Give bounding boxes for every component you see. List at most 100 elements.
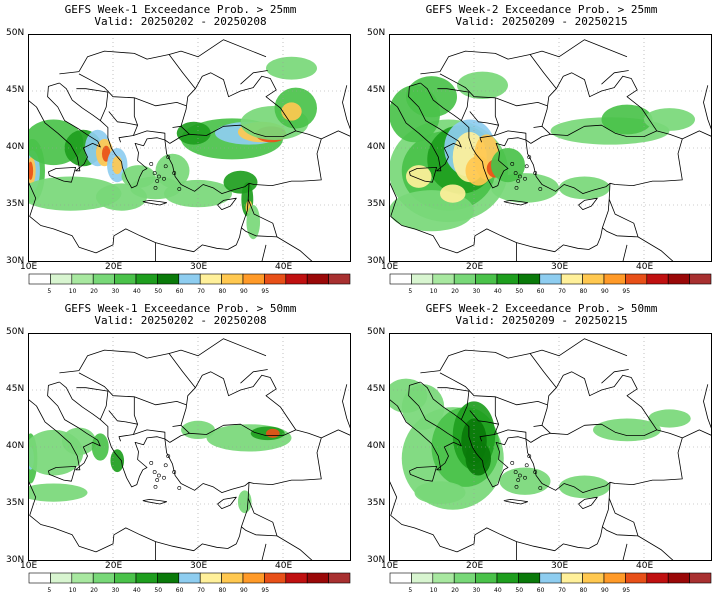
coastline-border (108, 410, 138, 442)
colorbar-swatch (242, 572, 265, 584)
colorbar-label: 80 (579, 587, 588, 594)
colorbar-swatch (71, 273, 94, 285)
lat-label: 50N (6, 327, 25, 337)
coastline-border (622, 244, 628, 262)
coastline-border (409, 166, 437, 183)
colorbar-swatch (539, 572, 562, 584)
colorbar-label: 90 (601, 587, 609, 594)
coastline-border (439, 372, 548, 406)
probability-shading (246, 205, 261, 240)
coastline-border (59, 82, 166, 189)
colorbar-swatch (135, 572, 158, 584)
colorbar-label: 60 (536, 587, 545, 594)
probability-shading (491, 148, 525, 183)
map-plot (28, 34, 351, 262)
colorbar-swatch (178, 572, 201, 584)
colorbar-swatch (178, 273, 201, 285)
probability-shading (176, 121, 211, 145)
island-outline (524, 164, 529, 169)
probability-shading (121, 165, 156, 188)
colorbar-label: 40 (494, 587, 502, 594)
colorbar (28, 273, 351, 285)
colorbar-swatch (539, 273, 562, 285)
colorbar-swatch (496, 572, 519, 584)
colorbar-swatch (306, 273, 329, 285)
colorbar-label: 60 (536, 288, 545, 295)
colorbar-label: 40 (494, 288, 502, 295)
colorbar-swatch (667, 572, 690, 584)
coastline-border (494, 396, 499, 425)
lon-label: 10E (20, 561, 38, 571)
colorbar-swatch (453, 572, 476, 584)
colorbar-label: 10 (429, 288, 438, 295)
colorbar-label: 20 (451, 587, 459, 594)
lon-label: 40E (275, 561, 293, 571)
coastline-border (133, 396, 138, 425)
island-outline (527, 155, 532, 160)
colorbar-swatch (646, 572, 669, 584)
coastline-border (516, 438, 611, 552)
coastline-border (276, 236, 314, 262)
coastline-border (503, 199, 529, 206)
probability-shading (266, 428, 280, 438)
panel-valid-dates: Valid: 20250202 - 20250208 (94, 314, 267, 327)
lat-label: 40N (6, 441, 25, 451)
coastline-border (248, 130, 322, 187)
island-outline (162, 475, 166, 480)
coastline-border (180, 371, 297, 434)
probability-shading (62, 427, 96, 455)
probability-shading (223, 170, 258, 194)
colorbar-swatch (582, 572, 605, 584)
lat-label: 30N (6, 256, 25, 266)
probability-shading (389, 378, 428, 413)
colorbar-swatch (28, 273, 51, 285)
colorbar-swatch (625, 273, 648, 285)
colorbar (389, 572, 712, 584)
coastline-border (28, 479, 156, 553)
island-outline (513, 171, 518, 175)
colorbar-swatch (453, 273, 476, 285)
colorbar (389, 273, 712, 285)
colorbar-swatch (157, 273, 180, 285)
coastline-border (469, 410, 499, 442)
coastline-border (578, 197, 598, 211)
coastline-border (59, 349, 196, 388)
colorbar-swatch (667, 273, 690, 285)
colorbar-swatch (432, 273, 455, 285)
coastline-border (420, 50, 557, 89)
coastline-border (78, 372, 187, 406)
colorbar-label: 95 (622, 587, 631, 594)
lon-label: 30E (551, 561, 569, 571)
colorbar-label: 30 (472, 288, 481, 295)
coastline-border (76, 88, 109, 121)
coastline-border (133, 130, 166, 140)
lat-label: 30N (6, 555, 25, 565)
island-outline (538, 187, 543, 191)
probability-shading (414, 481, 466, 504)
island-outline (510, 461, 515, 465)
colorbar-label: 5 (408, 288, 413, 295)
colorbar-swatch (689, 273, 712, 285)
probability-shading (28, 161, 34, 180)
coastline-border (420, 381, 527, 488)
coastline-border (168, 39, 267, 58)
lat-label: 50N (6, 28, 25, 38)
coastline-border (529, 39, 628, 58)
coastline-border (321, 429, 351, 439)
coastline-border (469, 111, 499, 143)
colorbar-swatch (646, 273, 669, 285)
colorbar-label: 50 (515, 587, 524, 594)
lon-label: 30E (190, 262, 208, 272)
panel-title: GEFS Week-1 Exceedance Prob. > 25mm (64, 3, 297, 16)
island-outline (523, 176, 527, 181)
island-outline (172, 470, 177, 474)
colorbar-label: 50 (154, 587, 163, 594)
colorbar-swatch (518, 273, 541, 285)
coastline-border (172, 424, 182, 427)
island-outline (523, 475, 527, 480)
colorbar-swatch (560, 572, 583, 584)
colorbar-swatch (285, 273, 308, 285)
colorbar-label: 40 (133, 587, 141, 594)
island-outline (516, 179, 521, 183)
island-outline (156, 174, 161, 179)
